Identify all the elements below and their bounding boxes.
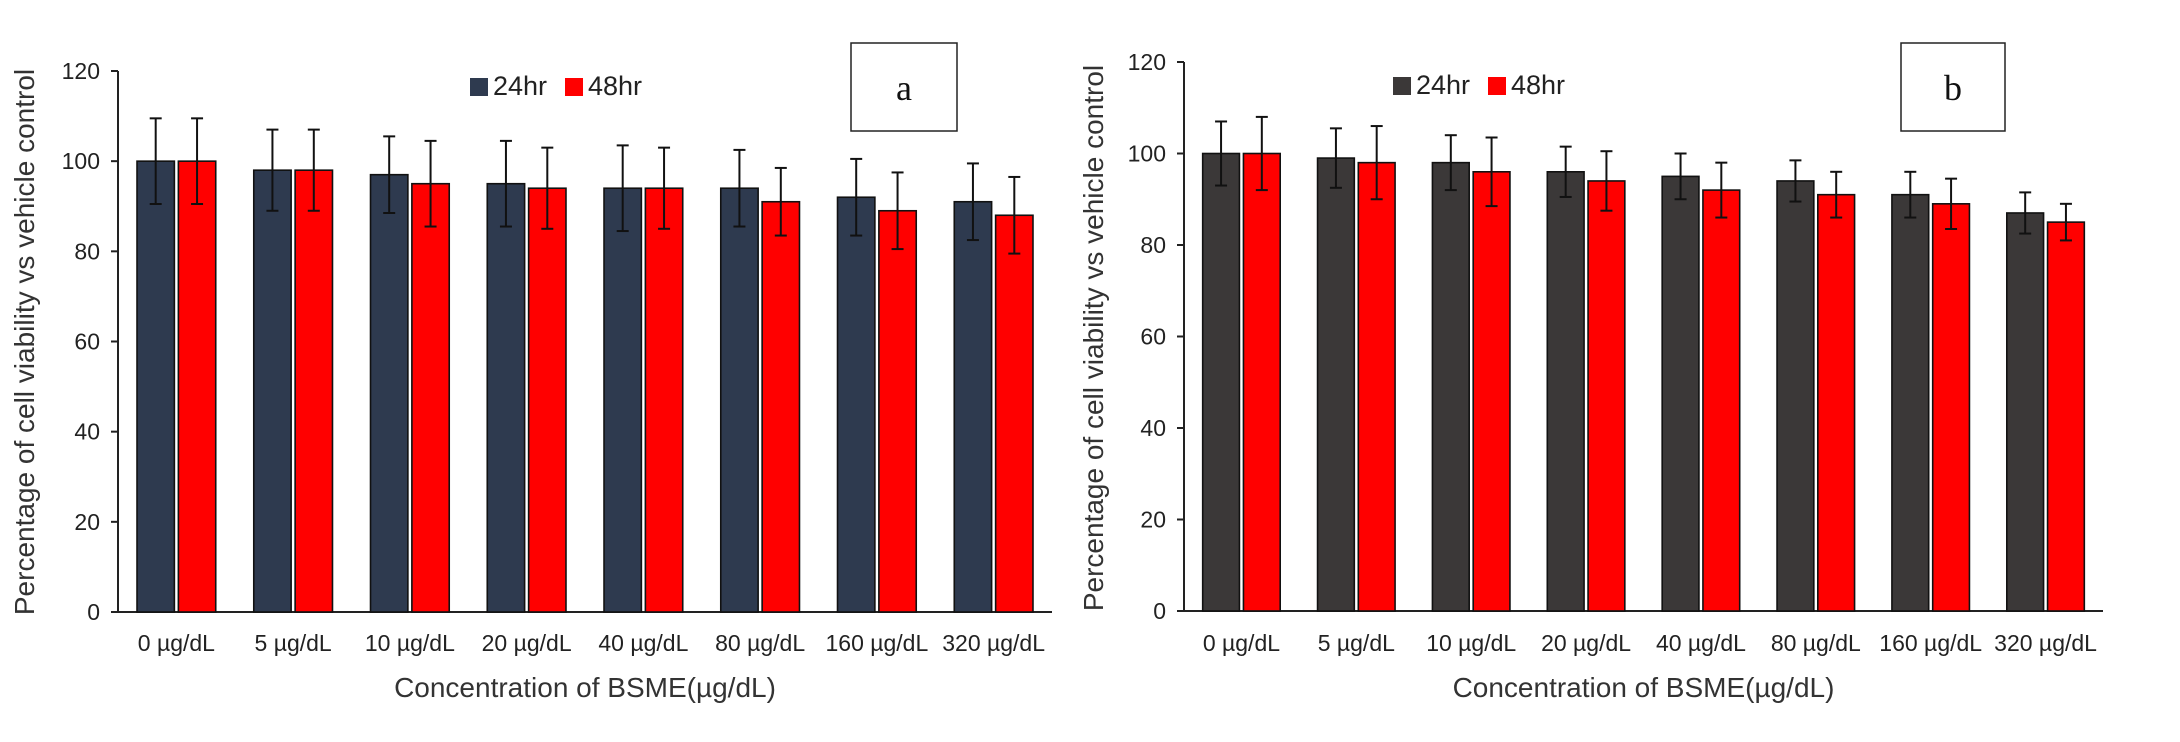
y-tick-label: 80 [74,238,100,264]
bar-48hr-0 [1242,152,1281,612]
bar-24hr-2 [1431,161,1470,612]
bar-48hr-7 [2046,221,2086,612]
x-tick-label: 320 µg/dL [1994,630,2097,656]
y-tick-label: 60 [74,329,100,355]
bar-24hr-7 [953,200,993,613]
bar-48hr-4 [1702,189,1741,612]
legend-label-48hr: 48hr [588,71,642,101]
bar-24hr-5 [1776,180,1815,612]
bar-24hr-0 [136,160,176,613]
bar-48hr-3 [1587,180,1626,612]
bar-24hr-2 [369,173,409,613]
legend-swatch-48hr [1488,77,1506,95]
bar-24hr-4 [1661,175,1700,612]
y-tick-label: 80 [1140,232,1166,258]
y-tick-label: 60 [1140,324,1166,350]
y-axis-title: Percentage of cell viability vs vehicle … [9,69,40,615]
bar-24hr-1 [1316,157,1356,612]
bar-24hr-7 [2006,212,2045,612]
legend-label-24hr: 24hr [1416,70,1470,100]
x-tick-label: 80 µg/dL [715,630,805,656]
legend-swatch-48hr [565,78,583,96]
y-tick-label: 120 [1128,49,1166,75]
bar-48hr-1 [294,169,334,613]
bar-48hr-5 [1817,193,1856,612]
bar-48hr-2 [1472,171,1511,612]
bar-48hr-6 [878,209,918,613]
bar-24hr-6 [1891,193,1930,612]
panel-label-box [1900,42,2006,132]
chart-panel-b: 0 20 40 60 80 100 120 0 µg/dL 5 µg/dL 10 µg/dL 20 … [1078,42,2103,703]
bar-24hr-4 [603,187,643,613]
bar-24hr-0 [1201,152,1241,612]
y-tick-label: 0 [1153,598,1166,624]
x-tick-label: 0 µg/dL [138,630,215,656]
x-tick-label: 80 µg/dL [1771,630,1861,656]
bar-24hr-3 [1546,171,1585,612]
bar-48hr-3 [527,187,567,613]
y-tick-label: 100 [1128,141,1166,167]
bar-48hr-2 [411,182,451,613]
y-tick-label: 40 [1140,415,1166,441]
bar-48hr-1 [1357,161,1396,612]
y-tick-label: 120 [62,58,100,84]
legend-label-48hr: 48hr [1511,70,1565,100]
chart-panel-a: 0 20 40 60 80 100 120 0 µg/dL 5 µg/dL 10 µg/dL 20 … [9,42,1052,703]
x-tick-label: 10 µg/dL [1426,630,1516,656]
x-tick-label: 5 µg/dL [255,630,332,656]
x-tick-label: 10 µg/dL [365,630,455,656]
x-tick-label: 320 µg/dL [942,630,1045,656]
legend-swatch-24hr [470,78,488,96]
panel-label-box [850,42,958,132]
panel-label: a [896,68,912,108]
bar-48hr-0 [177,160,217,613]
y-tick-label: 20 [74,509,100,535]
bar-24hr-3 [486,182,526,613]
x-tick-label: 0 µg/dL [1203,630,1280,656]
y-tick-label: 100 [62,148,100,174]
x-tick-label: 40 µg/dL [1656,630,1746,656]
y-tick-label: 20 [1140,507,1166,533]
x-axis-title: Concentration of BSME(µg/dL) [1453,672,1835,703]
y-tick-label: 0 [87,599,100,625]
x-tick-label: 20 µg/dL [482,630,572,656]
x-axis-title: Concentration of BSME(µg/dL) [394,672,776,703]
bar-24hr-1 [252,169,292,613]
bar-48hr-7 [994,214,1034,613]
bar-24hr-6 [836,196,876,613]
bar-48hr-4 [644,187,684,613]
x-tick-label: 20 µg/dL [1541,630,1631,656]
x-tick-label: 160 µg/dL [1879,630,1982,656]
bar-48hr-5 [761,200,801,613]
y-tick-label: 40 [74,419,100,445]
bar-24hr-5 [719,187,759,613]
x-tick-label: 160 µg/dL [825,630,928,656]
y-axis-title: Percentage of cell viability vs vehicle … [1078,65,1109,611]
legend-swatch-24hr [1393,77,1411,95]
bar-48hr-6 [1931,203,1971,612]
legend-label-24hr: 24hr [493,71,547,101]
panel-label: b [1944,68,1962,108]
x-tick-label: 40 µg/dL [598,630,688,656]
x-tick-label: 5 µg/dL [1318,630,1395,656]
